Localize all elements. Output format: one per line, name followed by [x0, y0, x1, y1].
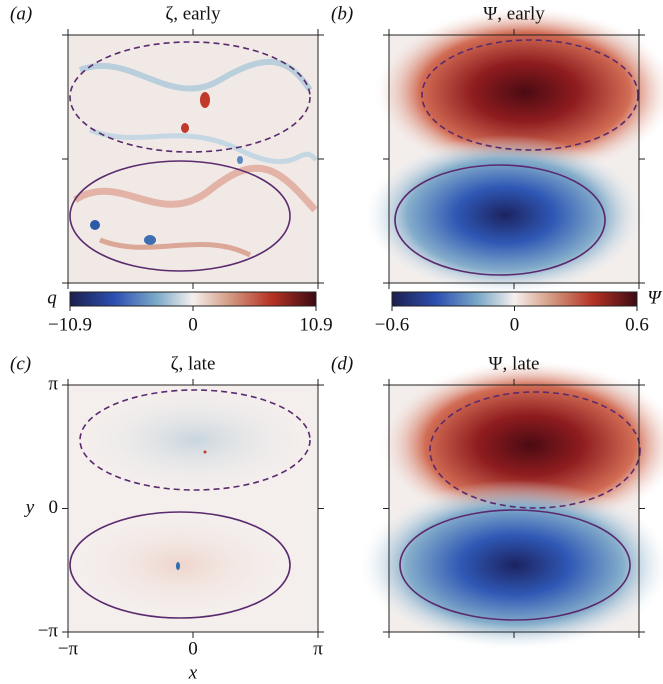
panel-title: ζ, late [171, 353, 216, 374]
panel-label: (d) [331, 353, 353, 374]
y-tick-label: π [48, 373, 58, 394]
contour [69, 160, 291, 272]
heatmap-image [68, 35, 318, 283]
panel-label: (c) [10, 353, 31, 374]
contour [429, 391, 641, 509]
colorbar [69, 291, 317, 307]
y-tick-label: 0 [49, 497, 59, 518]
panel-title: ζ, early [165, 3, 221, 24]
heatmap-image [360, 360, 663, 650]
x-axis-label: x [188, 662, 198, 683]
colorbar-label: q [47, 287, 57, 308]
y-axis-label: y [24, 497, 35, 518]
x-tick-label: 0 [188, 638, 198, 659]
contour [394, 164, 606, 276]
colorbar-tick-label: 10.9 [299, 314, 332, 335]
y-tick-label: −π [38, 620, 59, 641]
colorbar-tick-label: −0.6 [375, 314, 409, 335]
colorbar-tick-label: 0.6 [625, 314, 649, 335]
x-tick-label: π [313, 638, 323, 659]
panel-label: (b) [331, 3, 353, 24]
contour [421, 39, 639, 151]
colorbar-label: Ψ [647, 287, 662, 308]
colorbar-tick-label: 0 [188, 314, 198, 335]
panel-label: (a) [10, 3, 32, 24]
x-tick-label: −π [58, 638, 79, 659]
colorbar-tick-label: 0 [510, 314, 520, 335]
contour [69, 41, 311, 153]
contour [79, 389, 311, 491]
heatmap-image [365, 7, 663, 295]
colorbar-tick-label: −10.9 [48, 314, 92, 335]
contour [69, 511, 291, 619]
panel-title: Ψ, early [483, 3, 545, 24]
contour [399, 509, 631, 621]
panel-title: Ψ, late [489, 353, 540, 374]
heatmap-image [65, 385, 318, 632]
colorbar [391, 291, 638, 307]
